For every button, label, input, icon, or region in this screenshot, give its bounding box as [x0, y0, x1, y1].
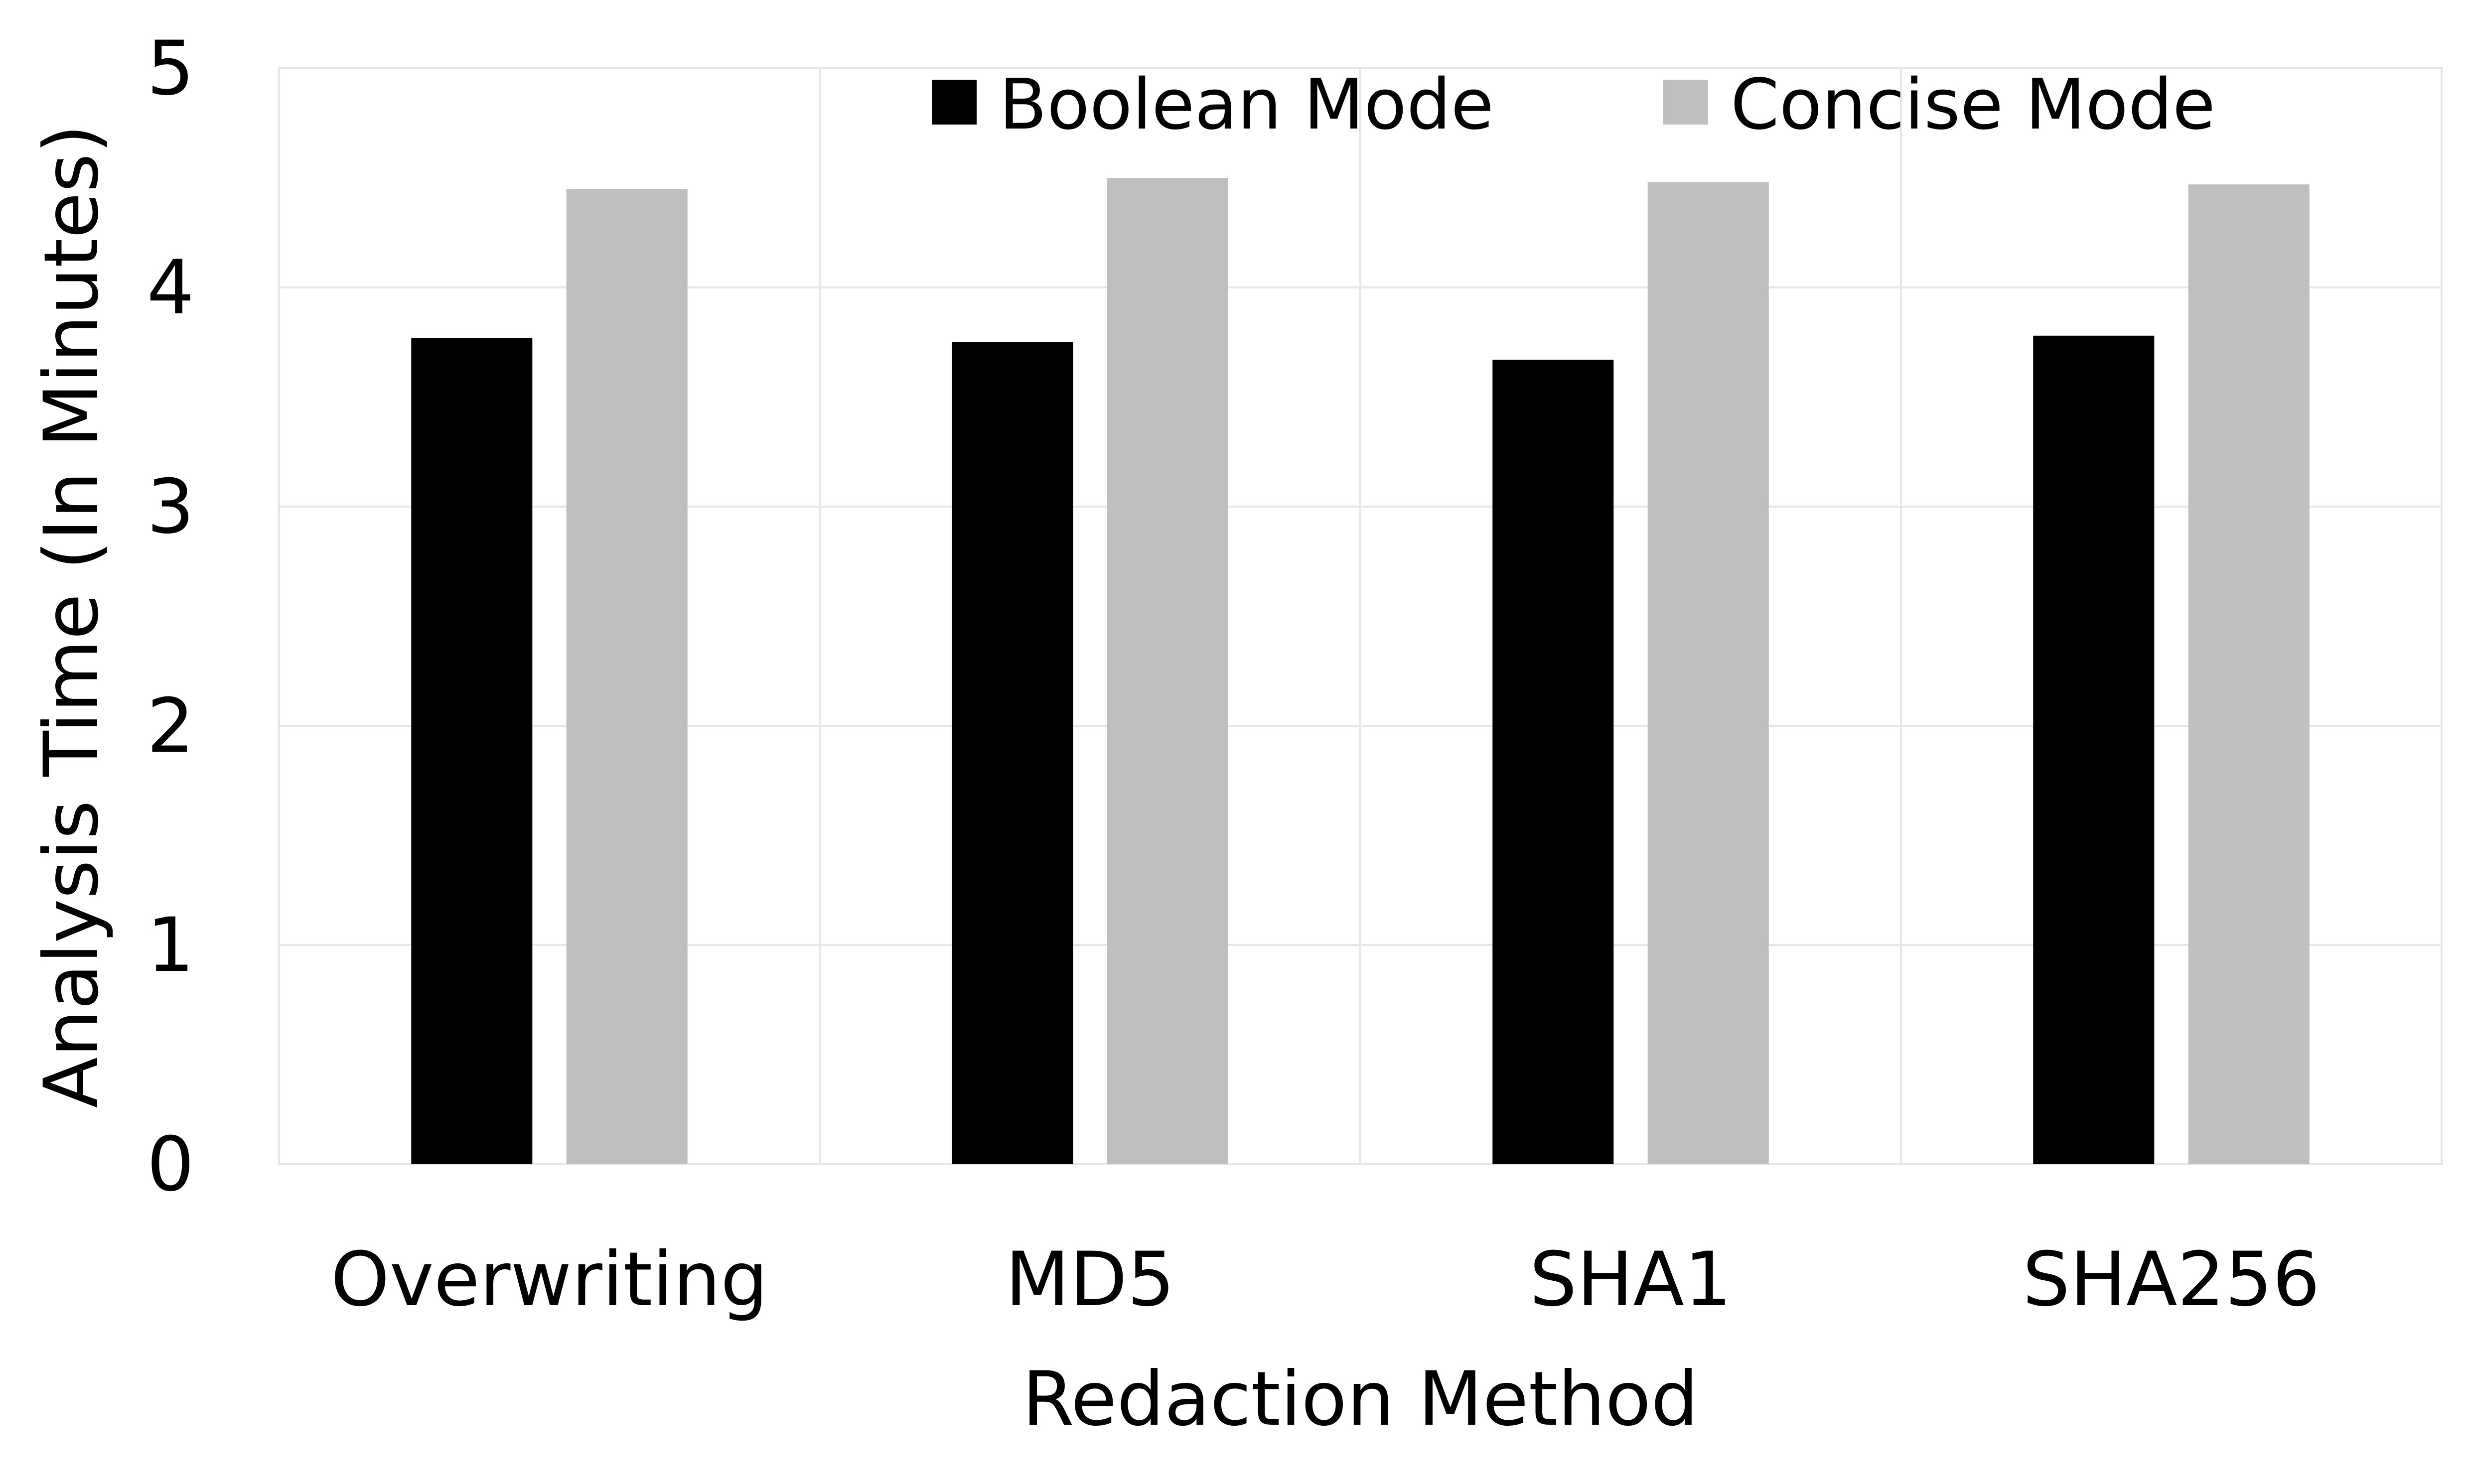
x-axis-categories: Overwriting MD5 SHA1 SHA256	[331, 1236, 2320, 1323]
legend-label-boolean-mode: Boolean Mode	[999, 64, 1494, 145]
y-tick-label: 1	[147, 902, 194, 989]
y-tick-label: 5	[147, 25, 194, 112]
bar-boolean-mode-md5	[952, 342, 1073, 1164]
x-category-label: SHA1	[1529, 1236, 1732, 1323]
x-axis-label: Redaction Method	[1022, 1356, 1699, 1443]
legend: Boolean Mode Concise Mode	[932, 64, 2215, 145]
bar-boolean-mode-sha1	[1492, 360, 1614, 1165]
legend-swatch-boolean-mode	[932, 80, 977, 125]
bar-concise-mode-sha1	[1647, 182, 1769, 1164]
x-category-label: MD5	[1005, 1236, 1174, 1323]
bars	[411, 178, 2310, 1165]
y-tick-label: 3	[147, 464, 194, 550]
bar-boolean-mode-sha256	[2033, 335, 2155, 1164]
x-category-label: Overwriting	[331, 1236, 768, 1323]
bar-concise-mode-sha256	[2188, 184, 2310, 1165]
y-tick-label: 0	[147, 1121, 194, 1208]
bar-concise-mode-md5	[1107, 178, 1228, 1164]
y-tick-label: 2	[147, 683, 194, 770]
bar-concise-mode-overwriting	[566, 189, 688, 1164]
plot-frame	[278, 67, 2443, 1165]
y-tick-label: 4	[147, 245, 194, 331]
legend-swatch-concise-mode	[1663, 80, 1708, 125]
bar-boolean-mode-overwriting	[411, 338, 533, 1165]
x-category-label: SHA256	[2023, 1236, 2320, 1323]
y-axis-label: Analysis Time (In Minutes)	[28, 125, 115, 1108]
legend-label-concise-mode: Concise Mode	[1731, 64, 2215, 145]
y-axis-ticks: 0 1 2 3 4 5	[147, 25, 194, 1208]
